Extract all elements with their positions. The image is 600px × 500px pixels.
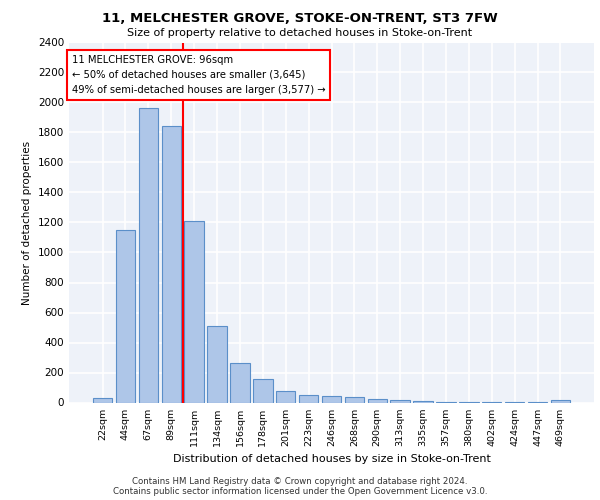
Y-axis label: Number of detached properties: Number of detached properties — [22, 140, 32, 304]
Text: Contains HM Land Registry data © Crown copyright and database right 2024.: Contains HM Land Registry data © Crown c… — [132, 478, 468, 486]
Text: 11, MELCHESTER GROVE, STOKE-ON-TRENT, ST3 7FW: 11, MELCHESTER GROVE, STOKE-ON-TRENT, ST… — [102, 12, 498, 26]
Bar — [230, 363, 250, 403]
Bar — [344, 397, 364, 402]
Bar — [322, 396, 341, 402]
Bar — [139, 108, 158, 403]
Bar — [368, 399, 387, 402]
Bar — [551, 400, 570, 402]
Bar — [391, 400, 410, 402]
Bar — [161, 126, 181, 402]
Bar — [413, 401, 433, 402]
Text: Contains public sector information licensed under the Open Government Licence v3: Contains public sector information licen… — [113, 487, 487, 496]
Bar — [208, 326, 227, 402]
Bar — [253, 379, 272, 402]
Bar — [299, 395, 319, 402]
Bar — [184, 221, 204, 402]
Bar — [116, 230, 135, 402]
Bar — [93, 398, 112, 402]
X-axis label: Distribution of detached houses by size in Stoke-on-Trent: Distribution of detached houses by size … — [173, 454, 490, 464]
Text: 11 MELCHESTER GROVE: 96sqm
← 50% of detached houses are smaller (3,645)
49% of s: 11 MELCHESTER GROVE: 96sqm ← 50% of deta… — [71, 55, 325, 94]
Bar — [276, 390, 295, 402]
Text: Size of property relative to detached houses in Stoke-on-Trent: Size of property relative to detached ho… — [127, 28, 473, 38]
